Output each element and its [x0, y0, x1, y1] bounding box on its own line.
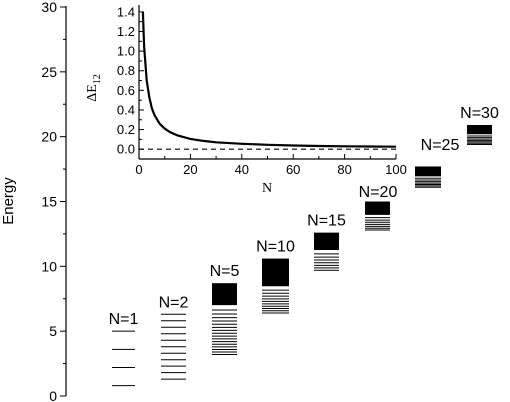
- level-group: N=25: [415, 137, 460, 188]
- level-group-label: N=1: [109, 311, 139, 328]
- energy-level-groups: N=1 N=2 N=5 N=10 N=15 N=20 N=25N=30: [109, 105, 499, 387]
- inset-x-tick-label: 40: [235, 162, 249, 177]
- inset-y-tick-label: 1.2: [117, 24, 135, 39]
- level-group-label: N=25: [421, 137, 460, 154]
- level-group: N=15: [307, 213, 346, 271]
- energy-level-band: [314, 232, 339, 250]
- main-y-tick-label: 0: [49, 388, 57, 402]
- level-group: N=5: [210, 263, 240, 356]
- energy-level-band: [262, 258, 289, 286]
- level-group: N=1: [109, 311, 139, 387]
- inset-y-tick-label: 0.4: [117, 102, 135, 117]
- main-y-tick-label: 5: [49, 323, 57, 339]
- main-y-tick-label: 25: [41, 64, 57, 80]
- main-y-tick-label: 30: [41, 0, 57, 15]
- inset-x-tick-label: 0: [135, 162, 142, 177]
- level-group: N=20: [359, 184, 398, 231]
- inset-y-tick-label: 0.0: [117, 142, 135, 157]
- energy-level-band: [365, 201, 390, 215]
- inset-y-tick-label: 1.4: [117, 4, 135, 19]
- level-group-label: N=30: [460, 105, 499, 122]
- inset-x-axis-title: N: [262, 181, 272, 196]
- y-axis-title: Energy: [0, 177, 17, 225]
- level-group: N=10: [256, 239, 295, 314]
- inset-y-tick-label: 0.8: [117, 63, 135, 78]
- level-group-label: N=10: [256, 239, 295, 256]
- energy-level-band: [212, 283, 237, 305]
- main-axes: [60, 6, 67, 397]
- inset-y-axis-title: ΔE12: [85, 74, 103, 102]
- energy-level-band: [415, 166, 441, 176]
- level-group: N=30: [460, 105, 499, 145]
- main-y-tick-label: 20: [41, 129, 57, 145]
- inset-series-line: [141, 11, 397, 148]
- level-group-label: N=15: [307, 213, 346, 230]
- level-group: N=2: [159, 294, 189, 380]
- inset-y-tick-label: 0.6: [117, 83, 135, 98]
- energy-level-band: [467, 124, 492, 134]
- level-group-label: N=20: [359, 184, 398, 201]
- inset-plot: 0 20 40 60 80 100 0.0 0.2 0.4 0.6 0.8 1.0 1.2 1.4: [117, 3, 407, 177]
- inset-x-tick-label: 100: [385, 162, 407, 177]
- inset-background: [137, 3, 404, 163]
- main-y-tick-labels: 0 5 10 15 20 25 30: [41, 0, 57, 402]
- level-group-label: N=2: [159, 294, 189, 311]
- inset-x-tick-label: 60: [286, 162, 300, 177]
- inset-y-tick-label: 0.2: [117, 122, 135, 137]
- inset-y-tick-label: 1.0: [117, 44, 135, 59]
- level-group-label: N=5: [210, 263, 240, 280]
- inset-y-axis-title-subscript: 12: [92, 74, 103, 84]
- main-y-tick-label: 10: [41, 258, 57, 274]
- inset-x-tick-label: 80: [337, 162, 351, 177]
- main-y-tick-label: 15: [41, 194, 57, 210]
- inset-x-tick-label: 20: [183, 162, 197, 177]
